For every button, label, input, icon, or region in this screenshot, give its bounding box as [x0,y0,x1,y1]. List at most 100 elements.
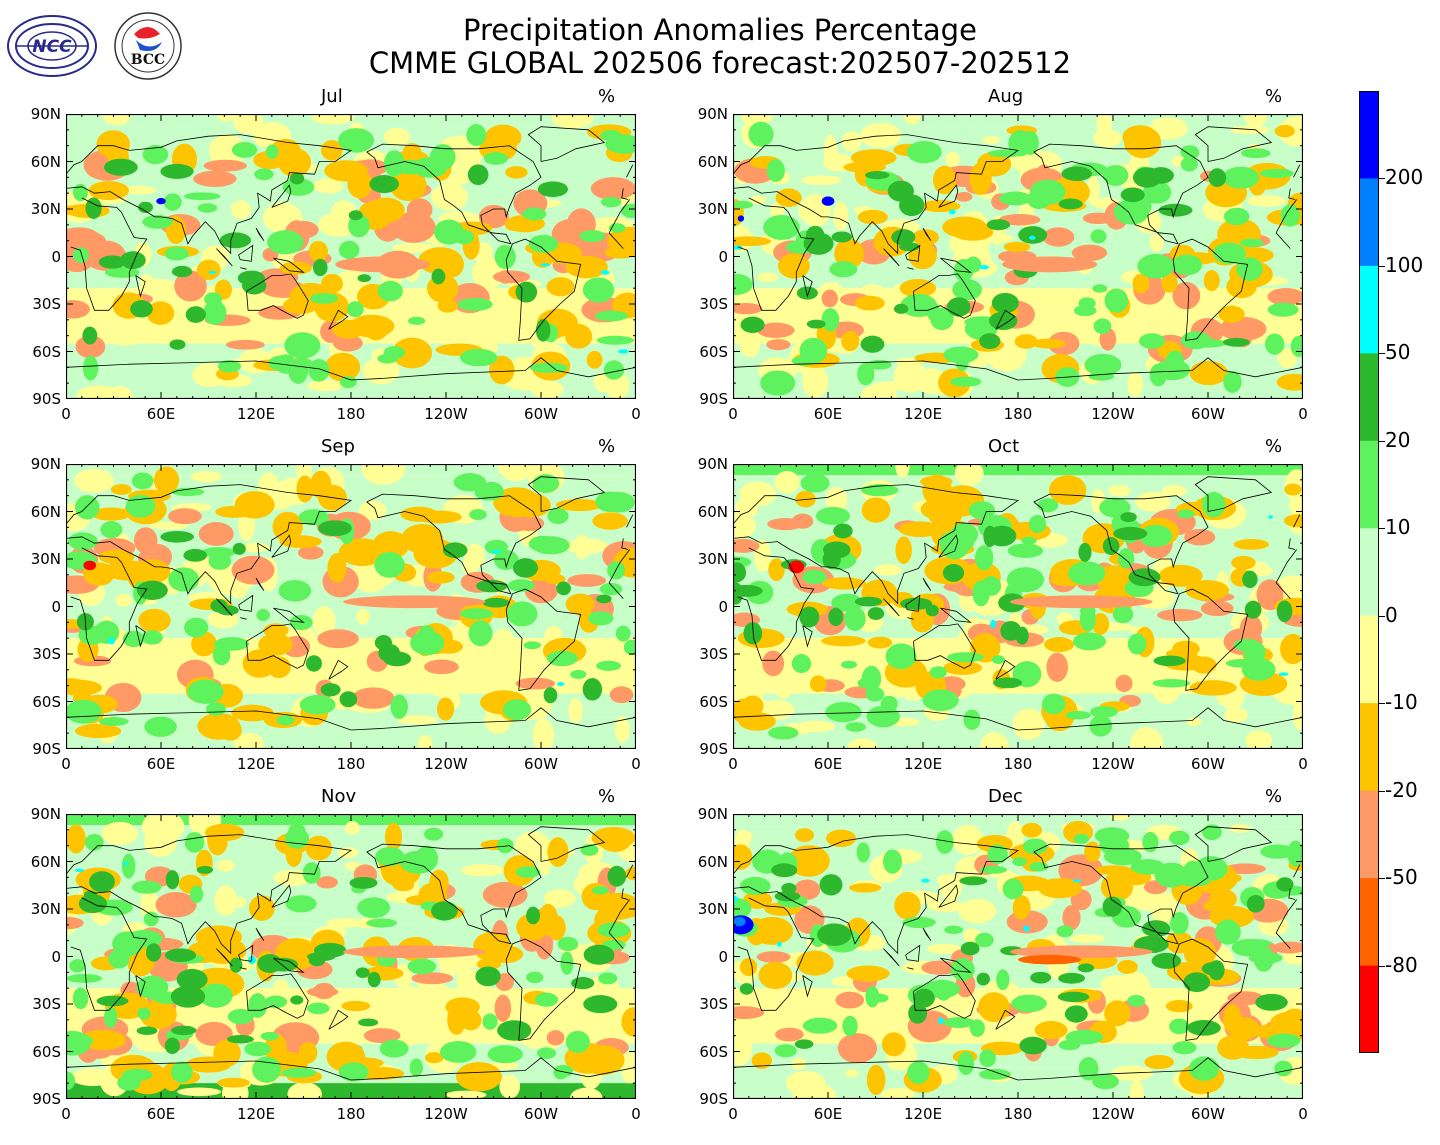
ncc-logo: NCC [7,15,97,77]
x-tick-label: 120W [1091,405,1135,423]
x-tick-label: 0 [1298,405,1308,423]
x-tick-label: 120E [236,755,276,773]
colorbar-swatch [1359,353,1379,442]
colorbar-tick [1379,615,1385,617]
anomaly-map [66,814,636,1099]
x-tick-label: 0 [631,1105,641,1123]
y-tick-label: 90S [699,1090,728,1108]
colorbar-tick [1379,178,1385,180]
y-tick-label: 0 [51,597,61,616]
y-tick-label: 30S [32,995,61,1013]
y-tick-label: 0 [718,597,728,616]
y-tick-label: 30N [697,900,728,918]
panel-title: Sep [321,436,355,457]
anomaly-map [733,114,1303,399]
colorbar-label: -20 [1385,777,1418,802]
colorbar-label: 10 [1385,515,1411,540]
map-panel-aug [733,114,1303,399]
y-tick-label: 60S [699,342,728,361]
y-tick-label: 30S [32,645,61,663]
y-tick-label: 90N [697,455,728,473]
x-tick-label: 60W [524,755,558,773]
coastlines [733,826,1303,1081]
y-tick-label: 60N [30,852,61,871]
y-tick-label: 90N [30,455,61,473]
y-tick-label: 30S [699,295,728,313]
x-tick-label: 120W [424,405,468,423]
panel-unit: % [1265,436,1283,457]
panel-unit: % [598,86,616,107]
x-tick-label: 120E [903,1105,943,1123]
colorbar-tick [1379,528,1385,530]
colorbar-tick [1379,265,1385,267]
y-tick-label: 90S [32,740,61,758]
x-tick-label: 0 [631,405,641,423]
x-tick-label: 0 [728,755,738,773]
panel-unit: % [598,786,616,807]
x-tick-label: 0 [61,1105,71,1123]
colorbar-label: -50 [1385,865,1418,890]
svg-text:NCC: NCC [32,37,72,57]
y-tick-label: 90S [32,1090,61,1108]
x-tick-label: 60E [813,755,843,773]
y-tick-label: 0 [51,947,61,966]
y-tick-label: 30N [30,550,61,568]
colorbar-label: -10 [1385,690,1418,715]
y-tick-label: 30S [699,995,728,1013]
colorbar-swatch [1359,91,1379,179]
x-tick-label: 120E [903,405,943,423]
panel-title: Aug [988,86,1024,107]
y-tick-label: 60N [30,152,61,171]
colorbar-swatch [1359,440,1379,529]
x-tick-label: 60W [1191,1105,1225,1123]
figure-subtitle: CMME GLOBAL 202506 forecast:202507-20251… [368,46,1072,80]
anomaly-map [733,814,1303,1099]
anomaly-map [66,464,636,749]
logos: NCC BCC [7,12,182,80]
colorbar-label: 0 [1385,602,1398,627]
y-tick-label: 90N [697,805,728,823]
x-tick-label: 120E [903,755,943,773]
x-tick-label: 60E [146,405,176,423]
colorbar-tick [1379,878,1385,880]
coastlines [66,476,636,731]
x-tick-label: 60E [813,405,843,423]
svg-text:BCC: BCC [131,52,165,68]
colorbar-swatch [1359,178,1379,267]
y-tick-label: 60N [697,152,728,171]
colorbar-label: -80 [1385,952,1418,977]
y-tick-label: 90S [699,740,728,758]
bcc-logo: BCC [114,12,182,80]
y-tick-label: 0 [718,247,728,266]
x-tick-label: 60W [1191,755,1225,773]
y-tick-label: 90S [32,390,61,408]
y-tick-label: 90N [30,805,61,823]
x-tick-label: 0 [631,755,641,773]
x-tick-label: 180 [1003,1105,1033,1123]
panel-unit: % [1265,786,1283,807]
colorbar-tick [1379,965,1385,967]
y-tick-label: 0 [718,947,728,966]
colorbar-swatch [1359,965,1379,1053]
panel-title: Jul [321,86,343,107]
colorbar-swatch [1359,265,1379,354]
y-tick-label: 60S [699,692,728,711]
x-tick-label: 60W [1191,405,1225,423]
x-tick-label: 60W [524,1105,558,1123]
y-tick-label: 30N [697,550,728,568]
x-tick-label: 120W [424,1105,468,1123]
colorbar-swatch [1359,528,1379,617]
colorbar-swatch [1359,790,1379,879]
x-tick-label: 120W [424,755,468,773]
x-tick-label: 180 [336,755,366,773]
panel-title: Nov [321,786,357,807]
anomaly-map [733,464,1303,749]
y-tick-label: 90S [699,390,728,408]
x-tick-label: 120E [236,405,276,423]
x-tick-label: 180 [1003,755,1033,773]
coastlines [733,126,1303,381]
y-tick-label: 60S [32,342,61,361]
x-tick-label: 60E [146,1105,176,1123]
panel-unit: % [598,436,616,457]
